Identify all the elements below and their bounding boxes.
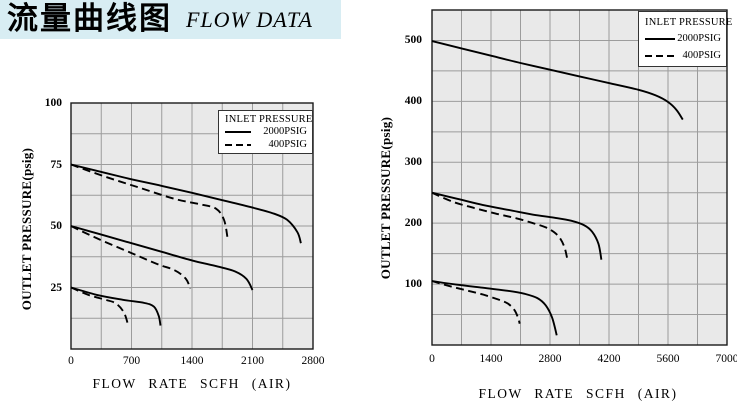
right-x-axis-title: FLOW RATE SCFH (AIR) <box>478 386 678 401</box>
x-tick-label: 1400 <box>180 355 204 367</box>
left-flow-chart: OUTLET PRESSURE(psig) FLOW RATE SCFH (AI… <box>0 85 360 407</box>
x-tick-label: 0 <box>68 355 74 367</box>
y-tick-label: 500 <box>404 34 422 47</box>
x-tick-label: 2800 <box>538 353 562 365</box>
curve-400PSIG-set105 <box>431 280 521 324</box>
left-x-axis-title: FLOW RATE SCFH (AIR) <box>92 376 292 391</box>
x-tick-label: 1400 <box>479 353 503 365</box>
page-title-chinese: 流量曲线图 <box>7 1 172 37</box>
legend-entry-2000psig: 2000PSIG <box>645 33 721 44</box>
curve-2000PSIG-set105 <box>431 280 558 336</box>
y-tick-label: 100 <box>44 97 62 109</box>
curve-2000PSIG-set75 <box>70 163 302 244</box>
y-tick-label: 200 <box>404 217 422 230</box>
x-tick-label: 7000 <box>715 353 737 365</box>
legend-entry-400psig: 400PSIG <box>225 139 307 150</box>
y-tick-label: 75 <box>50 158 63 171</box>
dashed-line-sample <box>225 143 251 146</box>
curve-2000PSIG-set250 <box>431 191 603 260</box>
legend-entry-label: 400PSIG <box>268 139 307 151</box>
curve-2000PSIG-set500 <box>431 40 684 121</box>
curve-400PSIG-set25 <box>70 286 129 324</box>
legend-entry-label: 400PSIG <box>682 50 721 62</box>
header-banner: 流量曲线图 FLOW DATA <box>0 0 341 39</box>
curve-2000PSIG-set25 <box>70 286 162 326</box>
x-tick-label: 700 <box>122 355 141 367</box>
right-legend: INLET PRESSURE 2000PSIG 400PSIG <box>638 11 733 67</box>
legend-entry-label: 2000PSIG <box>677 33 721 45</box>
legend-entry-2000psig: 2000PSIG <box>225 126 307 137</box>
y-tick-label: 50 <box>50 220 63 232</box>
dashed-line-sample <box>645 54 675 57</box>
y-tick-label: 300 <box>404 156 422 169</box>
x-tick-label: 0 <box>429 353 435 365</box>
solid-line-sample <box>225 130 251 133</box>
curve-2000PSIG-set50 <box>70 225 254 291</box>
right-flow-chart: OUTLET PRESSURE(psig) FLOW RATE SCFH (AI… <box>360 0 737 407</box>
solid-line-sample <box>645 37 675 40</box>
y-tick-label: 400 <box>404 95 422 108</box>
y-tick-label: 25 <box>50 281 63 294</box>
legend-title: INLET PRESSURE <box>645 16 733 28</box>
curve-400PSIG-set250 <box>431 191 569 260</box>
x-tick-label: 2100 <box>241 355 264 367</box>
legend-title: INLET PRESSURE <box>225 113 313 125</box>
legend-entry-label: 2000PSIG <box>263 126 307 138</box>
x-tick-label: 4200 <box>597 353 621 365</box>
y-tick-label: 100 <box>404 278 422 291</box>
page-title-english: FLOW DATA <box>186 6 313 32</box>
curve-400PSIG-set50 <box>70 225 192 290</box>
x-tick-label: 2800 <box>301 355 325 367</box>
right-chart-plot-svg <box>431 9 728 346</box>
left-legend: INLET PRESSURE 2000PSIG 400PSIG <box>218 110 313 154</box>
x-tick-label: 5600 <box>656 353 680 365</box>
curve-400PSIG-set75 <box>70 163 229 238</box>
legend-entry-400psig: 400PSIG <box>645 50 721 61</box>
plot-border <box>431 9 728 346</box>
